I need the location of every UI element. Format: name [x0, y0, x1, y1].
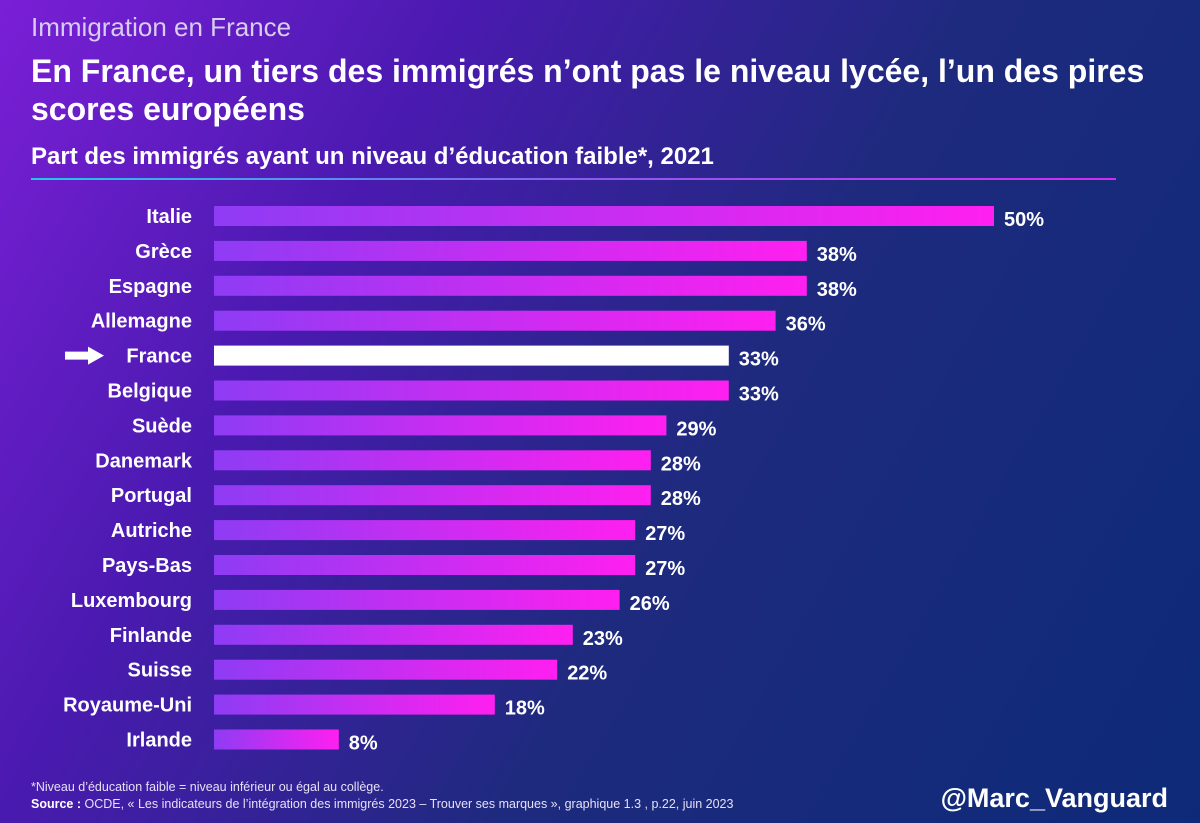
- value-label: 26%: [630, 593, 670, 615]
- source-note: Source : OCDE, « Les indicateurs de l’in…: [31, 797, 733, 811]
- category-label: Suède: [132, 415, 192, 437]
- category-label: France: [126, 346, 192, 368]
- value-label: 36%: [786, 314, 826, 336]
- value-label: 27%: [645, 523, 685, 545]
- bar-danemark: [214, 450, 651, 471]
- value-label: 29%: [676, 418, 716, 440]
- value-label: 33%: [739, 384, 779, 406]
- value-label: 33%: [739, 349, 779, 371]
- bar-portugal: [214, 485, 651, 506]
- category-label: Allemagne: [91, 311, 192, 333]
- bar-suisse: [214, 659, 558, 680]
- category-label: Autriche: [111, 520, 192, 542]
- value-label: 38%: [817, 279, 857, 301]
- value-label: 28%: [661, 453, 701, 475]
- category-label: Italie: [146, 206, 192, 228]
- value-label: 18%: [505, 698, 545, 720]
- category-label: Grèce: [135, 241, 192, 263]
- author-handle: @Marc_Vanguard: [940, 783, 1168, 813]
- source-text: OCDE, « Les indicateurs de l’intégration…: [81, 797, 734, 811]
- bar-royaume-uni: [214, 694, 495, 715]
- footnote: *Niveau d’éducation faible = niveau infé…: [31, 780, 384, 794]
- page-title: En France, un tiers des immigrés n’ont p…: [31, 53, 1145, 127]
- bar-italie: [214, 206, 994, 226]
- bar-gr-ce: [214, 240, 807, 261]
- bar-allemagne: [214, 310, 776, 331]
- bar-pays-bas: [214, 555, 636, 575]
- chart-title: Part des immigrés ayant un niveau d’éduc…: [31, 143, 714, 170]
- value-label: 50%: [1004, 209, 1044, 231]
- bar-luxembourg: [214, 589, 620, 610]
- category-label: Luxembourg: [71, 590, 192, 612]
- bar-autriche: [214, 520, 636, 541]
- category-label: Irlande: [126, 730, 192, 752]
- value-label: 23%: [583, 628, 623, 650]
- category-label: Espagne: [109, 276, 192, 298]
- header-kicker: Immigration en France: [31, 12, 292, 42]
- bar-france: [214, 345, 729, 366]
- category-label: Danemark: [95, 450, 193, 472]
- value-label: 28%: [661, 488, 701, 510]
- category-label: Suisse: [128, 660, 192, 682]
- bar-finlande: [214, 624, 573, 645]
- category-label: Royaume-Uni: [63, 695, 192, 717]
- value-label: 27%: [645, 558, 685, 580]
- category-label: Pays-Bas: [102, 555, 192, 577]
- bar-su-de: [214, 415, 667, 436]
- category-label: Finlande: [110, 625, 192, 647]
- bar-espagne: [214, 275, 807, 296]
- category-label: Portugal: [111, 485, 192, 507]
- highlight-arrow-icon: [65, 346, 104, 365]
- value-label: 22%: [567, 663, 607, 685]
- source-label: Source :: [31, 797, 82, 811]
- title-divider: [31, 178, 1116, 180]
- bar-irlande: [214, 729, 339, 750]
- value-label: 38%: [817, 244, 857, 266]
- category-label: Belgique: [108, 381, 192, 403]
- value-label: 8%: [349, 733, 378, 755]
- bar-belgique: [214, 380, 729, 401]
